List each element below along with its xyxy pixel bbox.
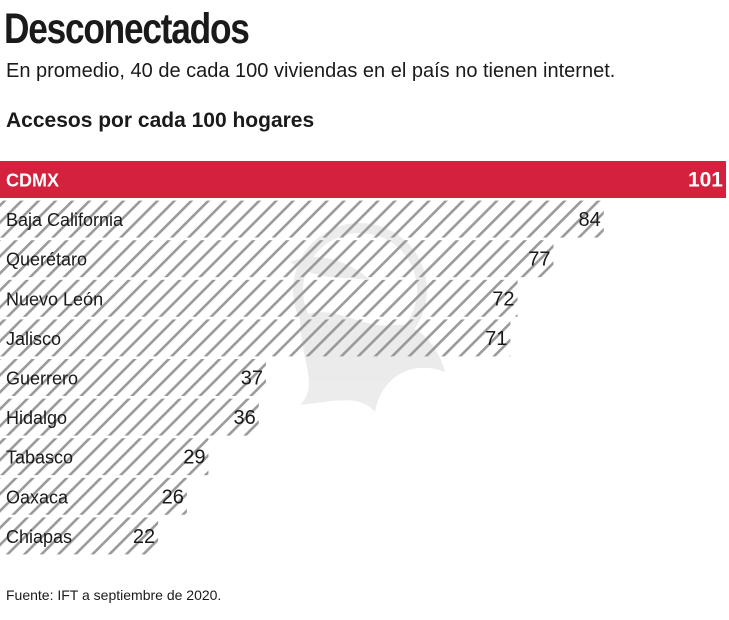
category-label: Hidalgo (6, 408, 67, 428)
section-title: Accesos por cada 100 hogares (6, 109, 315, 132)
value-label: 26 (162, 486, 184, 508)
value-label: 84 (579, 209, 601, 231)
value-label: 37 (241, 368, 263, 390)
category-label: Jalisco (6, 329, 61, 349)
bar (0, 438, 209, 476)
bar (0, 477, 187, 515)
bar (0, 279, 518, 317)
bar (0, 240, 554, 278)
category-label: Nuevo León (6, 289, 103, 309)
category-label: Chiapas (6, 527, 72, 547)
bar (0, 359, 266, 396)
category-label: Querétaro (6, 250, 87, 270)
bar (0, 517, 159, 555)
source-note: Fuente: IFT a septiembre de 2020. (6, 587, 222, 603)
value-label: 71 (485, 328, 507, 350)
value-label: 36 (234, 407, 256, 429)
category-label: Guerrero (6, 369, 78, 389)
value-label: 101 (688, 169, 723, 192)
bar (0, 398, 259, 436)
category-label: Baja California (6, 210, 124, 230)
bar (0, 319, 511, 357)
value-label: 29 (183, 447, 205, 469)
bar (0, 161, 726, 198)
category-label: Tabasco (6, 448, 73, 468)
category-label: CDMX (6, 171, 59, 191)
value-label: 22 (133, 526, 155, 548)
chart-title: Desconectados (4, 5, 250, 53)
bar (0, 200, 604, 238)
chart-subtitle: En promedio, 40 de cada 100 viviendas en… (6, 60, 616, 82)
value-label: 72 (492, 288, 514, 310)
value-label: 77 (528, 249, 550, 271)
category-label: Oaxaca (6, 487, 69, 507)
